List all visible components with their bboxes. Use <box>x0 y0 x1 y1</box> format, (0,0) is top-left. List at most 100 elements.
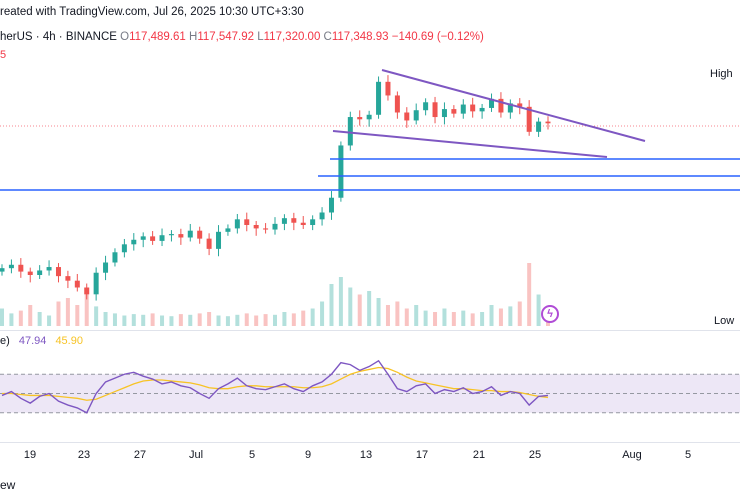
volume-bar <box>536 294 541 326</box>
volume-bar <box>75 305 80 326</box>
candle-body <box>131 239 137 245</box>
candle-body <box>376 81 382 115</box>
candle-body <box>37 270 43 275</box>
axis-divider <box>0 442 740 443</box>
symbol-info[interactable]: herUS · 4h · BINANCE <box>0 31 117 43</box>
rsi-ma-value: 45.90 <box>55 335 83 347</box>
x-tick: 5 <box>248 449 256 461</box>
volume-bar <box>84 287 89 326</box>
x-tick: 5 <box>684 449 692 461</box>
x-tick: 23 <box>77 449 91 461</box>
ohlc-legend: herUS · 4h · BINANCE O117,489.61 H117,54… <box>0 31 484 43</box>
candle-body <box>507 103 513 113</box>
volume-bar <box>273 314 277 326</box>
volume-bar <box>301 310 306 326</box>
x-tick: 27 <box>133 449 147 461</box>
volume-bar <box>216 315 221 326</box>
candle-body <box>103 262 109 273</box>
candle-body <box>206 238 212 249</box>
volume-bar <box>254 315 259 326</box>
wedge-lower-trendline <box>332 130 608 158</box>
volume-bar <box>169 316 174 326</box>
candle-body <box>319 212 325 220</box>
candle-body <box>413 110 419 121</box>
volume-bar <box>9 313 14 326</box>
volume-bar <box>310 308 315 326</box>
candle-body <box>310 219 316 225</box>
x-tick: 9 <box>304 449 312 461</box>
volume-bar <box>480 312 485 326</box>
volume-bar <box>28 305 33 326</box>
volume-bar <box>122 315 127 326</box>
rsi-line <box>1 359 549 414</box>
candle-body <box>197 230 203 239</box>
volume-bar <box>385 305 390 326</box>
volume-bar <box>94 306 99 326</box>
drawing-lines <box>0 69 740 191</box>
candle-body <box>451 109 457 114</box>
candle-body <box>112 252 118 263</box>
candle-body <box>300 222 306 225</box>
rsi-value: 47.94 <box>18 335 47 347</box>
candle-body <box>168 234 174 236</box>
volume-bar <box>131 314 136 326</box>
x-tick: 21 <box>472 449 486 461</box>
volume-bar <box>338 277 343 326</box>
volume-bar <box>178 314 183 326</box>
pane-divider[interactable] <box>0 330 740 331</box>
change-value: −140.69 (−0.12%) <box>391 31 484 43</box>
candle-body <box>225 228 231 232</box>
volume-bar <box>56 301 61 326</box>
candle-body <box>46 267 52 271</box>
volume-bar <box>517 301 522 326</box>
volume-bar <box>357 294 362 326</box>
lightning-event-icon[interactable]: ϟ <box>541 305 559 323</box>
volume-bar <box>244 313 249 326</box>
candle-body <box>423 102 429 111</box>
candle-body <box>536 121 542 132</box>
candle-body <box>263 228 269 230</box>
volume-bar <box>433 312 438 326</box>
rsi-label[interactable]: e) <box>0 335 10 347</box>
footer-text: ew <box>0 478 16 492</box>
created-with-text: reated with TradingView.com, Jul 26, 202… <box>0 6 304 18</box>
volume-bars <box>0 263 550 326</box>
volume-bar <box>498 308 503 326</box>
volume-bar <box>0 308 4 326</box>
sub-value: 5 <box>0 49 7 61</box>
volume-bar <box>160 315 165 326</box>
candle-body <box>394 95 400 113</box>
volume-bar <box>282 312 287 326</box>
candle-body <box>74 280 80 288</box>
candle-body <box>441 109 447 118</box>
candle-body <box>357 117 363 120</box>
open-value: 117,489.61 <box>129 31 186 43</box>
volume-bar <box>348 287 353 326</box>
volume-bar <box>423 310 428 326</box>
volume-bar <box>65 298 70 326</box>
volume-bar <box>461 310 466 326</box>
volume-bar <box>508 306 513 326</box>
high-value: 117,547.92 <box>197 31 255 43</box>
candle-body <box>244 219 250 225</box>
high-badge: High <box>707 67 736 81</box>
x-tick: 13 <box>359 449 373 461</box>
candle-body <box>347 117 353 146</box>
low-value: 117,320.00 <box>263 31 321 43</box>
candle-body <box>121 244 127 253</box>
candle-body <box>216 231 222 249</box>
volume-bar <box>47 315 52 326</box>
close-value: 117,348.93 <box>331 31 389 43</box>
candle-body <box>385 81 391 96</box>
volume-bar <box>376 298 381 326</box>
volume-bar <box>320 301 325 326</box>
low-label: L <box>257 31 264 43</box>
candle-body <box>0 268 5 272</box>
candle-body <box>489 98 495 108</box>
low-badge: Low <box>711 314 738 328</box>
candle-body <box>281 218 287 224</box>
volume-bar <box>37 312 42 326</box>
volume-bar <box>18 310 23 326</box>
time-axis[interactable]: 19 23 27 Jul 5 9 13 17 21 25 Aug 5 <box>0 449 740 463</box>
